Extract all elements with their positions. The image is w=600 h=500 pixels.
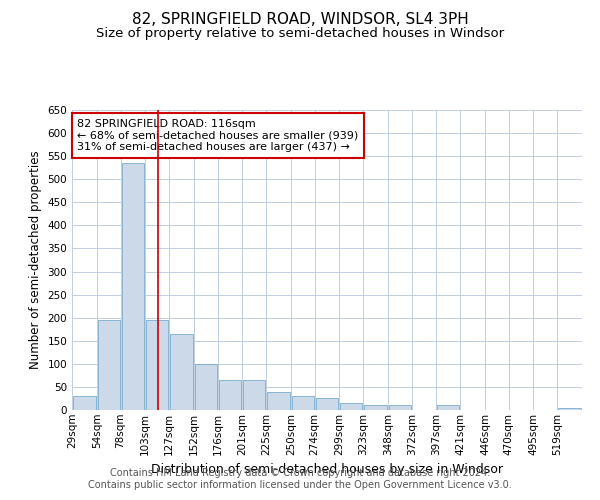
Bar xyxy=(389,406,411,410)
Bar xyxy=(437,406,459,410)
Bar xyxy=(170,334,193,410)
Bar xyxy=(243,380,265,410)
Bar xyxy=(340,403,362,410)
Bar xyxy=(98,320,119,410)
Text: 82, SPRINGFIELD ROAD, WINDSOR, SL4 3PH: 82, SPRINGFIELD ROAD, WINDSOR, SL4 3PH xyxy=(131,12,469,28)
Bar xyxy=(267,392,290,410)
Bar xyxy=(292,396,314,410)
Bar xyxy=(195,364,217,410)
Text: Contains HM Land Registry data © Crown copyright and database right 2024.: Contains HM Land Registry data © Crown c… xyxy=(110,468,490,477)
Text: Size of property relative to semi-detached houses in Windsor: Size of property relative to semi-detach… xyxy=(96,28,504,40)
Text: Contains public sector information licensed under the Open Government Licence v3: Contains public sector information licen… xyxy=(88,480,512,490)
Bar xyxy=(122,163,144,410)
Text: 82 SPRINGFIELD ROAD: 116sqm
← 68% of semi-detached houses are smaller (939)
31% : 82 SPRINGFIELD ROAD: 116sqm ← 68% of sem… xyxy=(77,119,358,152)
Bar xyxy=(146,320,168,410)
Bar xyxy=(73,396,96,410)
Bar xyxy=(218,380,241,410)
Bar xyxy=(558,408,581,410)
X-axis label: Distribution of semi-detached houses by size in Windsor: Distribution of semi-detached houses by … xyxy=(151,463,503,476)
Y-axis label: Number of semi-detached properties: Number of semi-detached properties xyxy=(29,150,42,370)
Bar xyxy=(316,398,338,410)
Bar xyxy=(364,406,387,410)
